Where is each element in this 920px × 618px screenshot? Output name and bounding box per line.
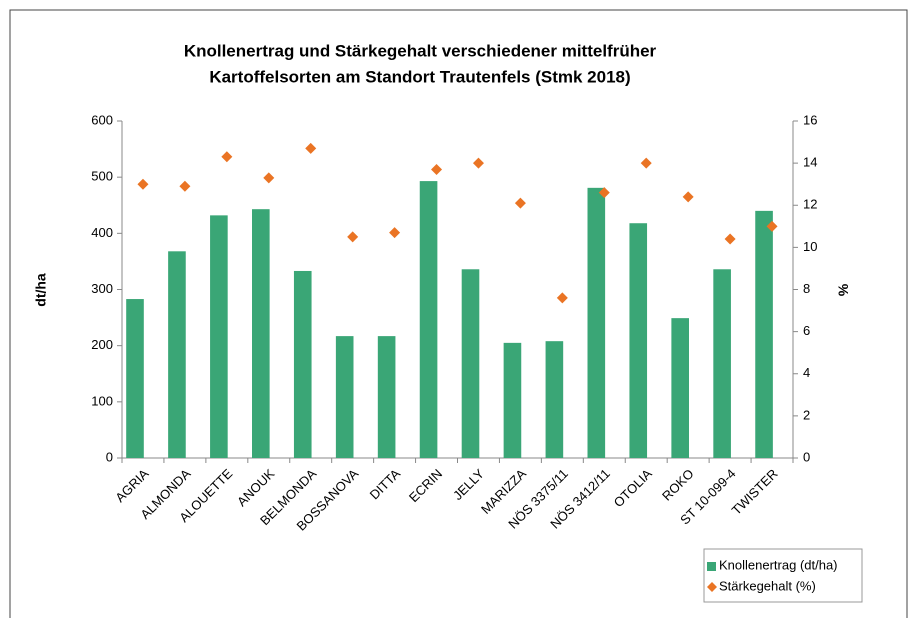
bar bbox=[755, 210, 773, 458]
y-tick-label: 600 bbox=[91, 112, 113, 127]
y2-tick-label: 16 bbox=[803, 112, 817, 127]
x-tick-label: ROKO bbox=[659, 466, 697, 504]
marker bbox=[347, 231, 359, 243]
marker bbox=[221, 151, 233, 163]
legend-label: Knollenertrag (dt/ha) bbox=[719, 557, 838, 572]
bar bbox=[503, 342, 522, 458]
bar bbox=[545, 341, 564, 458]
chart-frame bbox=[9, 9, 908, 618]
x-tick-label: OTOLIA bbox=[611, 466, 655, 510]
legend-box bbox=[703, 548, 863, 603]
bar bbox=[629, 223, 648, 458]
marker bbox=[766, 220, 778, 232]
legend-marker bbox=[707, 562, 716, 571]
bar bbox=[419, 181, 438, 458]
marker bbox=[263, 172, 275, 184]
y-axis-label: dt/ha bbox=[33, 273, 49, 307]
y2-tick-label: 2 bbox=[803, 407, 810, 422]
bar bbox=[126, 299, 144, 458]
bar bbox=[252, 209, 270, 458]
marker bbox=[431, 163, 443, 175]
y2-tick-label: 4 bbox=[803, 365, 810, 380]
x-tick-label: JELLY bbox=[450, 466, 487, 503]
y-tick-label: 300 bbox=[91, 281, 113, 296]
bar bbox=[713, 269, 731, 458]
marker bbox=[682, 191, 694, 203]
y-tick-label: 100 bbox=[91, 393, 113, 408]
y2-tick-label: 6 bbox=[803, 323, 810, 338]
bar bbox=[671, 318, 689, 458]
y2-tick-label: 0 bbox=[803, 449, 810, 464]
marker bbox=[179, 180, 191, 192]
bar bbox=[335, 336, 354, 458]
marker bbox=[598, 187, 610, 199]
marker bbox=[472, 157, 484, 169]
x-tick-label: ECRIN bbox=[406, 466, 445, 505]
y-tick-label: 400 bbox=[91, 225, 113, 240]
bar bbox=[293, 270, 312, 458]
chart-subtitle: Kartoffelsorten am Standort Trautenfels … bbox=[209, 67, 630, 86]
y2-tick-label: 12 bbox=[803, 197, 817, 212]
y-tick-label: 0 bbox=[106, 449, 113, 464]
x-tick-label: TWISTER bbox=[729, 466, 781, 518]
chart-title: Knollenertrag und Stärkegehalt verschied… bbox=[184, 41, 657, 60]
bar bbox=[461, 269, 480, 458]
y2-tick-label: 10 bbox=[803, 239, 817, 254]
bar bbox=[377, 336, 396, 458]
marker bbox=[514, 197, 526, 209]
marker bbox=[389, 227, 401, 239]
marker bbox=[556, 292, 568, 304]
y-tick-label: 200 bbox=[91, 337, 113, 352]
y2-tick-label: 8 bbox=[803, 281, 810, 296]
y2-tick-label: 14 bbox=[803, 155, 817, 170]
y-tick-label: 500 bbox=[91, 169, 113, 184]
marker bbox=[305, 142, 317, 154]
bar bbox=[587, 187, 606, 459]
marker bbox=[640, 157, 652, 169]
x-tick-label: AGRIA bbox=[112, 466, 151, 505]
bar bbox=[210, 215, 228, 458]
marker bbox=[724, 233, 736, 245]
bar bbox=[168, 251, 186, 458]
x-tick-label: DITTA bbox=[367, 466, 404, 503]
y2-axis-label: % bbox=[835, 284, 851, 297]
marker bbox=[137, 178, 149, 190]
legend-marker bbox=[707, 582, 717, 592]
legend-label: Stärkegehalt (%) bbox=[719, 578, 816, 593]
